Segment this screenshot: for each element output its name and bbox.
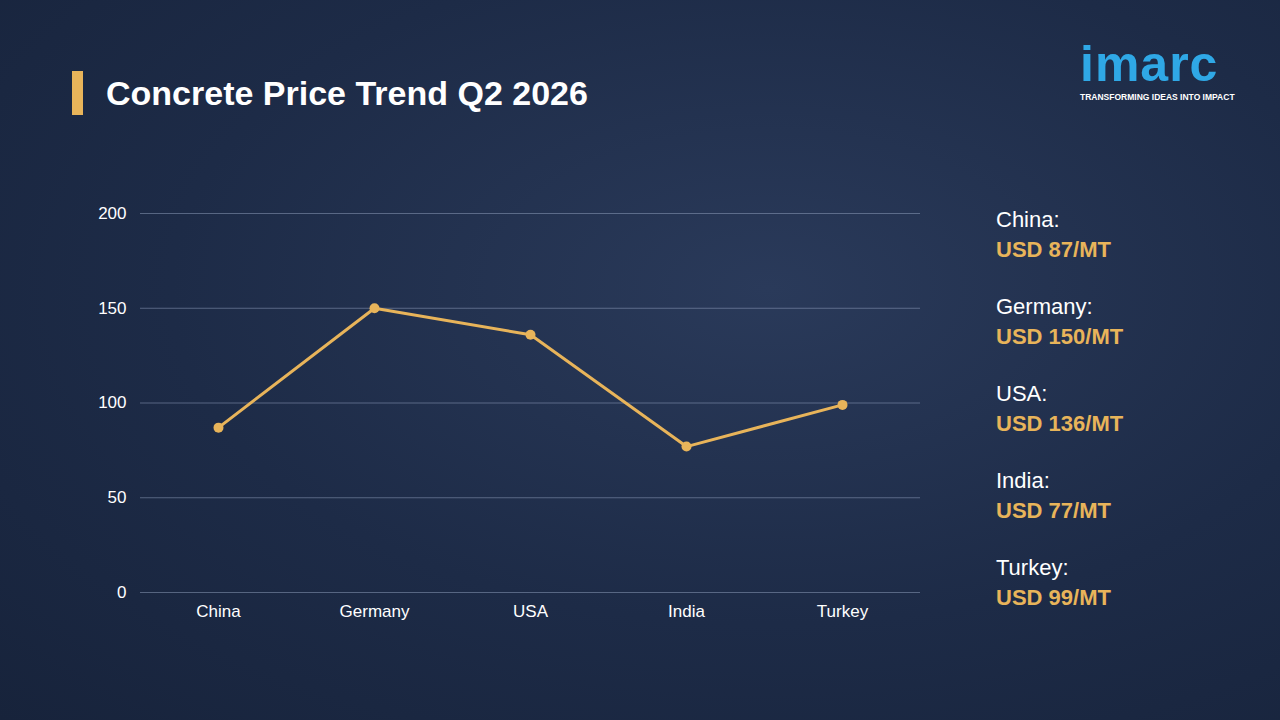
html-text:Germany:: Germany: <box>996 294 1093 319</box>
html-text:USD 77/MT: USD 77/MT <box>996 498 1111 523</box>
svg-text:100: 100 <box>98 393 126 412</box>
svg-text:Germany: Germany <box>340 602 410 621</box>
html-text:TRANSFORMING IDEAS INTO IMPACT: TRANSFORMING IDEAS INTO IMPACT <box>1080 92 1235 102</box>
svg-text:0: 0 <box>117 583 126 602</box>
svg-text:Turkey: Turkey <box>817 602 869 621</box>
html-text:USD 136/MT: USD 136/MT <box>996 411 1124 436</box>
svg-text:India: India <box>668 602 705 621</box>
svg-text:150: 150 <box>98 299 126 318</box>
html-text:USA:: USA: <box>996 381 1048 406</box>
html-text:imarc: imarc <box>1080 36 1219 92</box>
html-text:India:: India: <box>996 468 1050 493</box>
svg-text:USA: USA <box>513 602 549 621</box>
html-text:Concrete Price Trend Q2 2026: Concrete Price Trend Q2 2026 <box>106 73 588 112</box>
html-text:USD 150/MT: USD 150/MT <box>996 324 1124 349</box>
svg-text:China: China <box>196 602 241 621</box>
svg-text:200: 200 <box>98 204 126 223</box>
html-text:China:: China: <box>996 207 1060 232</box>
html-text:USD 99/MT: USD 99/MT <box>996 585 1111 610</box>
html-text:USD 87/MT: USD 87/MT <box>996 237 1111 262</box>
svg-text:50: 50 <box>108 488 127 507</box>
html-text:Turkey:: Turkey: <box>996 555 1069 580</box>
